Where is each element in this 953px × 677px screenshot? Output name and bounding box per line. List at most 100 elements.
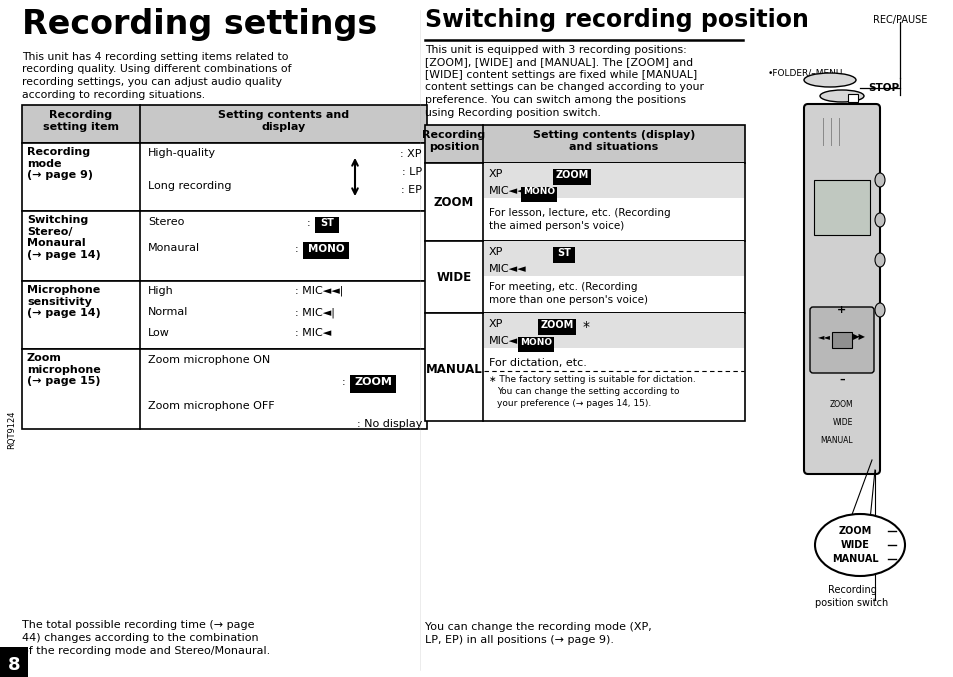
Text: You can change the recording mode (XP,: You can change the recording mode (XP,: [424, 622, 651, 632]
Bar: [553, 247, 575, 263]
Text: Long recording: Long recording: [148, 181, 232, 191]
Text: Zoom microphone ON: Zoom microphone ON: [148, 355, 270, 365]
Text: ZOOM: ZOOM: [354, 377, 392, 387]
Text: 8: 8: [8, 656, 20, 674]
Bar: [847, 94, 857, 102]
Ellipse shape: [874, 213, 884, 227]
Text: MANUAL: MANUAL: [425, 363, 482, 376]
Text: Recording
mode
(→ page 9): Recording mode (→ page 9): [27, 147, 92, 180]
Text: WIDE: WIDE: [840, 540, 868, 550]
Text: MANUAL: MANUAL: [820, 436, 852, 445]
Text: your preference (→ pages 14, 15).: your preference (→ pages 14, 15).: [497, 399, 651, 408]
Text: :: :: [306, 218, 310, 228]
Text: of the recording mode and Stereo/Monaural.: of the recording mode and Stereo/Monaura…: [22, 646, 270, 656]
Text: MONO: MONO: [308, 244, 344, 254]
Ellipse shape: [814, 514, 904, 576]
Text: Zoom
microphone
(→ page 15): Zoom microphone (→ page 15): [27, 353, 101, 386]
Text: :: :: [341, 377, 345, 387]
Text: position switch: position switch: [815, 598, 887, 608]
Bar: [424, 241, 744, 313]
Text: the aimed person's voice): the aimed person's voice): [489, 221, 623, 231]
Bar: [424, 313, 744, 421]
Text: content settings can be changed according to your: content settings can be changed accordin…: [424, 83, 703, 93]
Text: Setting contents and
display: Setting contents and display: [217, 110, 349, 131]
Text: High-quality: High-quality: [148, 148, 216, 158]
Bar: [553, 169, 590, 185]
Text: : LP: : LP: [401, 167, 421, 177]
Bar: [520, 187, 557, 202]
Text: :: :: [294, 244, 297, 254]
Text: This unit has 4 recording setting items related to: This unit has 4 recording setting items …: [22, 52, 288, 62]
Text: recording quality. Using different combinations of: recording quality. Using different combi…: [22, 64, 292, 74]
Ellipse shape: [874, 253, 884, 267]
Text: For meeting, etc. (Recording: For meeting, etc. (Recording: [489, 282, 637, 292]
Bar: [537, 319, 576, 335]
Bar: [483, 241, 743, 276]
Text: LP, EP) in all positions (→ page 9).: LP, EP) in all positions (→ page 9).: [424, 635, 614, 645]
Text: For dictation, etc.: For dictation, etc.: [489, 358, 586, 368]
Text: Recording: Recording: [826, 585, 876, 595]
Text: *: *: [582, 320, 589, 334]
Bar: [22, 349, 427, 429]
Text: : MIC◄◄|: : MIC◄◄|: [294, 286, 343, 297]
Bar: [22, 211, 427, 281]
Text: : MIC◄: : MIC◄: [294, 328, 331, 338]
Ellipse shape: [820, 90, 863, 102]
Text: using Recording position switch.: using Recording position switch.: [424, 108, 600, 118]
Text: ZOOM: ZOOM: [434, 196, 474, 209]
Text: ZOOM: ZOOM: [838, 526, 871, 536]
Text: ZOOM: ZOOM: [555, 170, 588, 180]
Text: WIDE: WIDE: [436, 271, 471, 284]
Text: ZOOM: ZOOM: [539, 320, 573, 330]
Text: XP: XP: [489, 169, 503, 179]
Text: [ZOOM], [WIDE] and [MANUAL]. The [ZOOM] and: [ZOOM], [WIDE] and [MANUAL]. The [ZOOM] …: [424, 58, 693, 68]
Text: ◄◄: ◄◄: [817, 332, 830, 341]
Text: XP: XP: [489, 247, 503, 257]
Text: This unit is equipped with 3 recording positions:: This unit is equipped with 3 recording p…: [424, 45, 686, 55]
Text: ZOOM: ZOOM: [828, 400, 852, 409]
Text: RQT9124: RQT9124: [8, 411, 16, 450]
Bar: [813, 180, 869, 235]
Text: Switching recording position: Switching recording position: [424, 8, 808, 32]
Bar: [303, 242, 349, 259]
Bar: [314, 217, 338, 233]
Text: STOP: STOP: [867, 83, 898, 93]
Bar: [424, 125, 744, 163]
FancyBboxPatch shape: [809, 307, 873, 373]
Text: : MIC◄|: : MIC◄|: [294, 307, 335, 318]
Bar: [831, 332, 851, 348]
Text: MONO: MONO: [522, 187, 555, 196]
Bar: [350, 375, 395, 393]
Text: Stereo: Stereo: [148, 217, 184, 227]
Text: ST: ST: [557, 248, 570, 258]
Text: Microphone
sensitivity
(→ page 14): Microphone sensitivity (→ page 14): [27, 285, 101, 318]
Bar: [424, 163, 744, 241]
Text: The total possible recording time (→ page: The total possible recording time (→ pag…: [22, 620, 254, 630]
Text: [WIDE] content settings are fixed while [MANUAL]: [WIDE] content settings are fixed while …: [424, 70, 697, 80]
Text: •FOLDER/–MENU: •FOLDER/–MENU: [767, 68, 842, 77]
Text: Switching
Stereo/
Monaural
(→ page 14): Switching Stereo/ Monaural (→ page 14): [27, 215, 101, 260]
Text: ∗ The factory setting is suitable for dictation.: ∗ The factory setting is suitable for di…: [489, 375, 695, 384]
Text: MANUAL: MANUAL: [831, 554, 878, 564]
Text: Monaural: Monaural: [148, 243, 200, 253]
Text: Zoom microphone OFF: Zoom microphone OFF: [148, 401, 274, 411]
Text: Low: Low: [148, 328, 170, 338]
Text: Recording settings: Recording settings: [22, 8, 376, 41]
Text: Setting contents (display)
and situations: Setting contents (display) and situation…: [533, 130, 695, 152]
Text: You can change the setting according to: You can change the setting according to: [497, 387, 679, 396]
Text: MONO: MONO: [519, 338, 552, 347]
Text: MIC◄◄: MIC◄◄: [489, 264, 526, 274]
Bar: [0, 647, 28, 677]
Text: REC/PAUSE: REC/PAUSE: [872, 15, 926, 25]
Text: recording settings, you can adjust audio quality: recording settings, you can adjust audio…: [22, 77, 282, 87]
Bar: [483, 163, 743, 198]
Ellipse shape: [874, 173, 884, 187]
Text: –: –: [839, 375, 844, 385]
Bar: [483, 313, 743, 348]
Bar: [517, 337, 554, 352]
Text: according to recording situations.: according to recording situations.: [22, 89, 205, 100]
Bar: [22, 281, 427, 349]
Text: preference. You can switch among the positions: preference. You can switch among the pos…: [424, 95, 685, 105]
Text: MIC◄◄: MIC◄◄: [489, 186, 526, 196]
Text: ST: ST: [319, 218, 334, 228]
